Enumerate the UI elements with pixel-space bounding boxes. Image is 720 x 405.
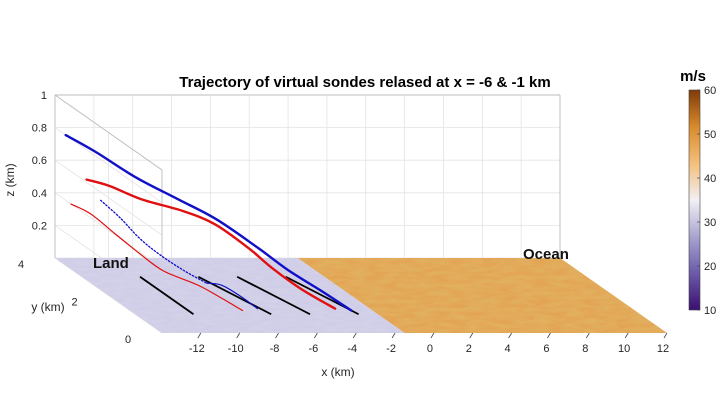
trajectory-1: [85, 178, 337, 310]
y-tick-label: 4: [18, 259, 24, 271]
x-axis-label: x (km): [321, 365, 354, 379]
colorbar-tick-label: 40: [704, 173, 716, 185]
y-tick-label: 2: [71, 297, 77, 309]
colorbar-gradient: [688, 89, 701, 311]
wind-surface: [55, 258, 667, 333]
z-tick-label: 0.8: [32, 123, 47, 135]
trajectory-0: [64, 133, 353, 312]
colorbar: m/s 10 20 30 40 50 60: [680, 68, 716, 317]
z-tick-label: 0.6: [32, 155, 47, 167]
trajectory-2: [70, 203, 244, 312]
ocean-label: Ocean: [523, 246, 569, 263]
x-tick-mark: [197, 332, 202, 339]
colorbar-tick-label: 30: [704, 217, 716, 229]
x-tick-label: -12: [189, 343, 205, 355]
release-line: [139, 276, 195, 315]
land-label: Land: [93, 255, 129, 272]
colorbar-label: m/s: [680, 68, 706, 85]
x-tick-mark: [624, 332, 629, 339]
x-tick-mark: [585, 332, 590, 339]
x-tick-label: 8: [582, 343, 588, 355]
x-tick-label: 4: [505, 343, 511, 355]
x-tick-mark: [663, 332, 668, 339]
y-axis-label: y (km): [31, 300, 64, 314]
z-tick-label: 1: [41, 90, 47, 102]
release-line: [236, 275, 311, 316]
x-tick-label: 6: [543, 343, 549, 355]
x-tick-mark: [391, 332, 396, 339]
x-tick-label: 10: [618, 343, 630, 355]
x-tick-label: 0: [427, 343, 433, 355]
colorbar-tick-label: 60: [704, 85, 716, 97]
x-tick-label: -4: [347, 343, 357, 355]
z-axis-label: z (km): [3, 163, 17, 196]
x-tick-label: 12: [657, 343, 669, 355]
chart-title: Trajectory of virtual sondes relased at …: [179, 74, 550, 91]
x-tick-mark: [352, 332, 357, 339]
x-tick-mark: [547, 332, 551, 339]
trajectory-4: [206, 282, 258, 310]
x-tick-mark: [508, 332, 512, 339]
x-tick-mark: [236, 332, 241, 339]
x-tick-label: -2: [386, 343, 396, 355]
colorbar-tick-label: 10: [704, 305, 716, 317]
colorbar-tick-label: 50: [704, 129, 716, 141]
x-tick-label: -8: [270, 343, 280, 355]
y-tick-label: 0: [125, 334, 131, 346]
colorbar-tick-label: 20: [704, 261, 716, 273]
x-tick-mark: [469, 332, 474, 339]
x-tick-label: -6: [308, 343, 318, 355]
x-tick-mark: [430, 332, 435, 339]
z-tick-label: 0.2: [32, 220, 47, 232]
trajectory-3: [100, 199, 208, 284]
z-tick-label: 0.4: [32, 188, 47, 200]
x-tick-label: -10: [228, 343, 244, 355]
x-tick-label: 2: [466, 343, 472, 355]
axes-box-edge: [54, 94, 163, 171]
x-tick-mark: [314, 332, 318, 339]
trajectories: [64, 133, 353, 312]
x-tick-mark: [275, 332, 279, 339]
axis-ticks: -12 -10 -8 -6 -4 -2 0 2 4 6 8 10 12 0 2 4 0.2 0.4 0.6 0.8 1: [18, 90, 669, 355]
